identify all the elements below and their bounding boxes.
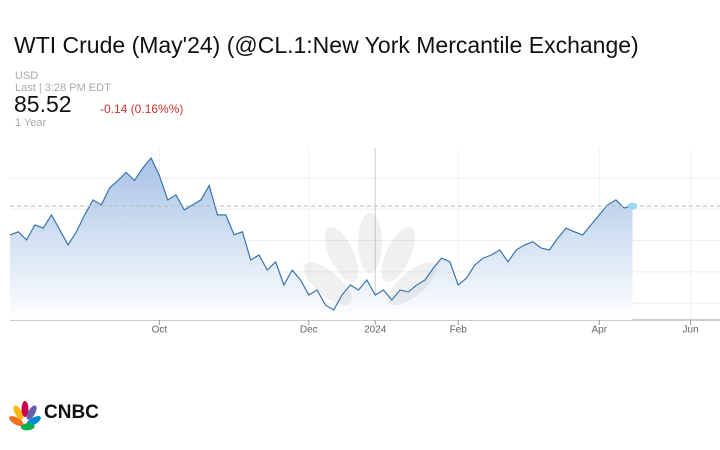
x-tick-label: Apr — [592, 325, 608, 336]
title: WTI Crude (May'24) (@CL.1:New York Merca… — [14, 32, 639, 58]
range: 1 Year — [15, 117, 47, 129]
price: 85.52 — [14, 91, 72, 117]
plot: Oct Dec 2024 Feb Apr Jun — [9, 148, 720, 336]
last-time: Last | 3:28 PM EDT — [15, 82, 111, 94]
line — [9, 156, 633, 311]
x-tick-label: 2024 — [364, 325, 387, 336]
change: -0.14 (0.16%%) — [100, 102, 183, 116]
last-point — [627, 202, 638, 210]
x-tick-label: Oct — [152, 325, 168, 336]
x-tick-label: Jun — [683, 325, 699, 336]
logo: CNBC — [44, 402, 99, 423]
x-tick-label: Feb — [450, 325, 468, 336]
x-tick-label: Dec — [300, 325, 318, 336]
area — [10, 158, 633, 320]
logo-icon — [9, 401, 41, 431]
currency: USD — [15, 70, 38, 82]
watermark — [303, 213, 437, 306]
